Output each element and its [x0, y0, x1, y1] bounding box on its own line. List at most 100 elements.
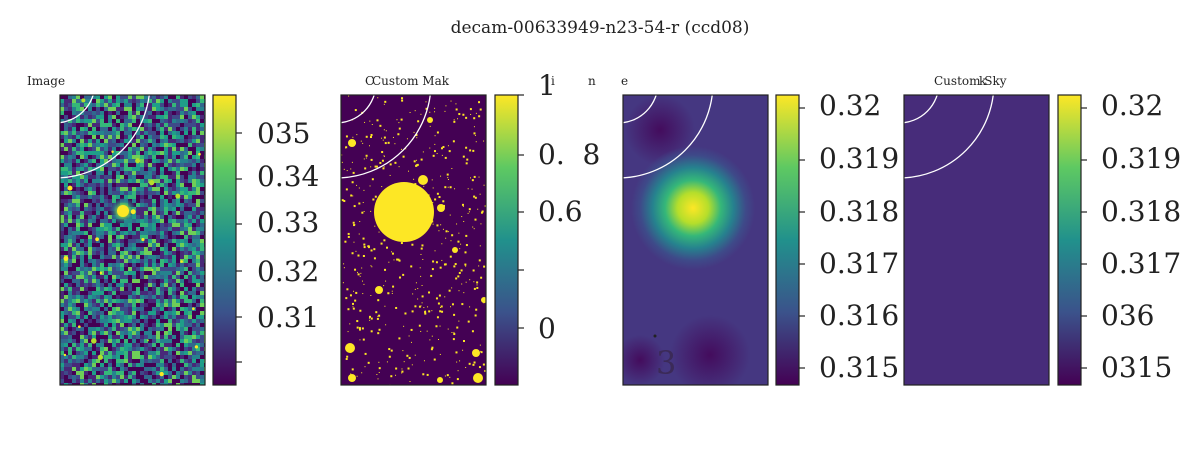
cbar-1-tick-label-1: 0.34	[257, 160, 320, 193]
panel-1-noise-pixel	[72, 167, 76, 171]
panel-1-noise-pixel	[176, 175, 180, 179]
panel-1-noise-pixel	[116, 351, 120, 355]
panel-1-noise-pixel	[76, 355, 80, 359]
panel-1-noise-pixel	[92, 191, 96, 195]
panel-1-noise-pixel	[128, 99, 132, 103]
panel-1-noise-pixel	[144, 275, 148, 279]
panel-1-noise-pixel	[72, 379, 76, 383]
panel-1-noise-pixel	[144, 303, 148, 307]
panel-2-mask-speck	[427, 306, 429, 308]
panel-1-noise-pixel	[184, 139, 188, 143]
panel-1-noise-pixel	[136, 291, 140, 295]
panel-1-noise-pixel	[116, 171, 120, 175]
panel-1-noise-pixel	[144, 383, 148, 385]
panel-1-noise-pixel	[192, 283, 196, 287]
panel-1-noise-pixel	[156, 239, 160, 243]
panel-1-noise-pixel	[168, 215, 172, 219]
panel-1-noise-pixel	[124, 315, 128, 319]
panel-1-noise-pixel	[96, 215, 100, 219]
panel-2-mask-speck	[442, 145, 445, 148]
panel-1-noise-pixel	[72, 335, 76, 339]
panel-1-noise-pixel	[132, 95, 136, 99]
panel-1-noise-pixel	[60, 247, 64, 251]
panel-1-noise-pixel	[164, 339, 168, 343]
panel-3-sky-model	[623, 95, 768, 385]
panel-1-noise-pixel	[68, 303, 72, 307]
panel-1-noise-pixel	[172, 283, 176, 287]
panel-1-noise-pixel	[176, 259, 180, 263]
panel-1-noise-pixel	[200, 99, 204, 103]
panel-1-noise-pixel	[96, 159, 100, 163]
panel-1-noise-pixel	[108, 331, 112, 335]
panel-1-noise-pixel	[112, 171, 116, 175]
panel-1-noise-pixel	[84, 327, 88, 331]
panel-1-noise-pixel	[128, 115, 132, 119]
panel-1-noise-pixel	[180, 139, 184, 143]
panel-1-noise-pixel	[160, 375, 164, 379]
panel-1-noise-pixel	[160, 367, 164, 371]
panel-2-mask-speck	[418, 324, 421, 327]
panel-2-mask-speck	[370, 295, 372, 297]
panel-1-noise-pixel	[160, 335, 164, 339]
panel-2-mask-speck	[371, 266, 373, 268]
panel-2-mask-speck	[359, 339, 361, 341]
panel-1-noise-pixel	[116, 367, 120, 371]
panel-2-mask-speck	[439, 353, 441, 355]
panel-1-noise-pixel	[80, 371, 84, 375]
panel-1-noise-pixel	[196, 247, 200, 251]
panel-2-mask-speck	[472, 226, 474, 228]
panel-1-noise-pixel	[64, 379, 68, 383]
panel-1-noise-pixel	[164, 299, 168, 303]
panel-1-noise-pixel	[72, 195, 76, 199]
panel-1-noise-pixel	[156, 171, 160, 175]
panel-1-noise-pixel	[176, 159, 180, 163]
panel-1-point-source	[180, 260, 183, 263]
panel-1-noise-pixel	[68, 259, 72, 263]
panel-1-noise-pixel	[136, 383, 140, 385]
panel-2-mask-speck	[364, 352, 367, 355]
panel-1-noise-pixel	[176, 231, 180, 235]
panel-1-noise-pixel	[156, 283, 160, 287]
panel-1-noise-pixel	[132, 99, 136, 103]
panel-1-noise-pixel	[148, 283, 152, 287]
panel-2-mask-speck	[351, 161, 353, 163]
panel-1-noise-pixel	[168, 235, 172, 239]
panel-1-noise-pixel	[116, 283, 120, 287]
panel-1-noise-pixel	[152, 251, 156, 255]
panel-2-mask-speck	[473, 175, 476, 178]
panel-1-noise-pixel	[60, 379, 64, 383]
panel-1-noise-pixel	[192, 107, 196, 111]
panel-1-noise-pixel	[116, 311, 120, 315]
panel-1-noise-pixel	[76, 303, 80, 307]
panel-1-noise-pixel	[76, 183, 80, 187]
panel-1-noise-pixel	[132, 103, 136, 107]
panel-1-noise-pixel	[100, 111, 104, 115]
panel-1-noise-pixel	[140, 191, 144, 195]
panel-1-noise-pixel	[88, 275, 92, 279]
panel-1-noise-pixel	[84, 155, 88, 159]
panel-1-noise-pixel	[132, 111, 136, 115]
panel-1-noise-pixel	[164, 259, 168, 263]
panel-1-noise-pixel	[92, 135, 96, 139]
panel-2-mask-speck	[458, 271, 461, 274]
panel-1-noise-pixel	[152, 331, 156, 335]
panel-1-noise-pixel	[168, 231, 172, 235]
panel-1-noise-pixel	[84, 127, 88, 131]
panel-1-noise-pixel	[184, 95, 188, 99]
panel-1-noise-pixel	[60, 131, 64, 135]
panel-1-noise-pixel	[76, 327, 80, 331]
panel-2-mask-speck	[357, 271, 359, 273]
panel-3-corner-text: 3	[656, 344, 677, 382]
panel-1-noise-pixel	[160, 279, 164, 283]
panel-1-noise-pixel	[176, 143, 180, 147]
panel-1-noise-pixel	[164, 355, 168, 359]
panel-1-noise-pixel	[104, 379, 108, 383]
panel-1-noise-pixel	[108, 199, 112, 203]
panel-1-noise-pixel	[80, 251, 84, 255]
panel-2-mask-speck	[431, 310, 433, 312]
panel-1-noise-pixel	[96, 199, 100, 203]
panel-2-mask-speck	[439, 310, 442, 313]
panel-1-point-source	[99, 271, 103, 275]
panel-1-noise-pixel	[196, 167, 200, 171]
panel-1-noise-pixel	[60, 127, 64, 131]
